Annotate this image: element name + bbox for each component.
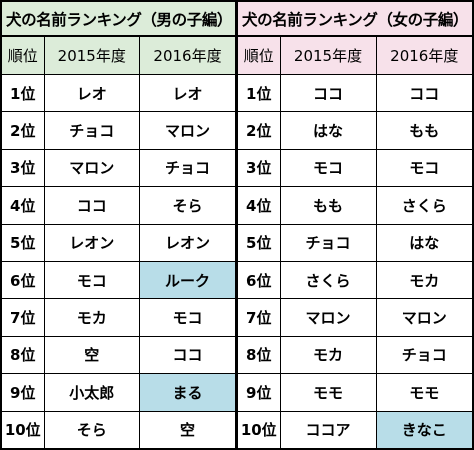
table-row: 3位 マロン チョコ bbox=[2, 148, 235, 188]
table-row: 7位 マロン マロン bbox=[238, 298, 472, 337]
name-2016-cell: そら bbox=[139, 186, 235, 225]
name-2016-cell: チョコ bbox=[375, 335, 472, 375]
name-2016-cell: レオン bbox=[139, 223, 235, 262]
rank-cell: 6位 bbox=[2, 260, 45, 300]
rank-cell: 8位 bbox=[2, 335, 45, 375]
name-2015-cell: もも bbox=[279, 186, 377, 225]
name-2016-cell: マロン bbox=[375, 298, 472, 337]
table-row: 3位 モコ モコ bbox=[238, 148, 472, 188]
name-2015-cell: モカ bbox=[43, 298, 140, 337]
rank-cell: 6位 bbox=[238, 260, 281, 300]
rank-cell: 1位 bbox=[238, 73, 281, 113]
rank-cell: 2位 bbox=[238, 111, 281, 150]
table-row: 5位 レオン レオン bbox=[2, 223, 235, 262]
table-row: 1位 ココ ココ bbox=[238, 73, 472, 113]
table-row: 5位 チョコ はな bbox=[238, 223, 472, 262]
header-2015: 2015年度 bbox=[279, 37, 377, 75]
name-2015-cell: ココ bbox=[43, 186, 140, 225]
name-2016-cell: モコ bbox=[139, 298, 235, 337]
table-row: 7位 モカ モコ bbox=[2, 298, 235, 337]
name-2016-cell: チョコ bbox=[139, 148, 235, 188]
name-2015-cell: そら bbox=[43, 410, 140, 448]
name-2016-cell: モカ bbox=[375, 260, 472, 300]
name-2015-cell: モコ bbox=[279, 148, 377, 188]
header-2015: 2015年度 bbox=[43, 37, 140, 75]
table-row: 6位 さくら モカ bbox=[238, 260, 472, 300]
name-2015-cell: チョコ bbox=[43, 111, 140, 150]
rank-cell: 7位 bbox=[238, 298, 281, 337]
name-2015-cell: チョコ bbox=[279, 223, 377, 262]
rank-cell: 9位 bbox=[238, 373, 281, 412]
name-2016-cell: 空 bbox=[139, 410, 235, 448]
table-row: 8位 モカ チョコ bbox=[238, 335, 472, 375]
new-entry-cell: きなこ bbox=[375, 410, 472, 448]
table-row: 2位 チョコ マロン bbox=[2, 111, 235, 150]
name-2015-cell: レオン bbox=[43, 223, 140, 262]
name-2016-cell: もも bbox=[375, 111, 472, 150]
table-row: 1位 レオ レオ bbox=[2, 73, 235, 113]
header-2016: 2016年度 bbox=[375, 37, 472, 75]
table-row: 10位 そら 空 bbox=[2, 410, 235, 448]
table-header-row: 順位 2015年度 2016年度 bbox=[238, 37, 472, 75]
rank-cell: 4位 bbox=[238, 186, 281, 225]
boys-ranking-title: 犬の名前ランキング（男の子編） bbox=[2, 2, 235, 37]
table-row: 8位 空 ココ bbox=[2, 335, 235, 375]
name-2016-cell: はな bbox=[375, 223, 472, 262]
name-2015-cell: レオ bbox=[43, 73, 140, 113]
name-2015-cell: マロン bbox=[279, 298, 377, 337]
rank-cell: 3位 bbox=[2, 148, 45, 188]
rank-cell: 4位 bbox=[2, 186, 45, 225]
header-rank: 順位 bbox=[238, 37, 281, 75]
header-rank: 順位 bbox=[2, 37, 45, 75]
boys-ranking-table: 順位 2015年度 2016年度 1位 レオ レオ 2位 チョコ マロン 3位 bbox=[2, 37, 235, 448]
rank-cell: 8位 bbox=[238, 335, 281, 375]
new-entry-cell: まる bbox=[139, 373, 235, 412]
name-2016-cell: ココ bbox=[139, 335, 235, 375]
name-2016-cell: モモ bbox=[375, 373, 472, 412]
table-row: 4位 ココ そら bbox=[2, 186, 235, 225]
rank-cell: 9位 bbox=[2, 373, 45, 412]
girls-ranking-title: 犬の名前ランキング（女の子編） bbox=[238, 2, 472, 37]
name-2016-cell: ココ bbox=[375, 73, 472, 113]
table-row: 6位 モコ ルーク bbox=[2, 260, 235, 300]
name-2015-cell: モコ bbox=[43, 260, 140, 300]
rank-cell: 1位 bbox=[2, 73, 45, 113]
header-2016: 2016年度 bbox=[139, 37, 235, 75]
name-2015-cell: モモ bbox=[279, 373, 377, 412]
name-2015-cell: ココア bbox=[279, 410, 377, 448]
rank-cell: 5位 bbox=[2, 223, 45, 262]
rank-cell: 3位 bbox=[238, 148, 281, 188]
rank-cell: 10位 bbox=[238, 410, 281, 448]
name-2015-cell: 小太郎 bbox=[43, 373, 140, 412]
name-2015-cell: さくら bbox=[279, 260, 377, 300]
boys-ranking-panel: 犬の名前ランキング（男の子編） 順位 2015年度 2016年度 1位 レオ レ… bbox=[0, 0, 237, 450]
table-row: 2位 はな もも bbox=[238, 111, 472, 150]
name-2015-cell: 空 bbox=[43, 335, 140, 375]
name-2016-cell: さくら bbox=[375, 186, 472, 225]
new-entry-cell: ルーク bbox=[139, 260, 235, 300]
table-row: 4位 もも さくら bbox=[238, 186, 472, 225]
name-2016-cell: マロン bbox=[139, 111, 235, 150]
table-row: 9位 モモ モモ bbox=[238, 373, 472, 412]
rank-cell: 10位 bbox=[2, 410, 45, 448]
girls-ranking-table: 順位 2015年度 2016年度 1位 ココ ココ 2位 はな もも 3位 bbox=[238, 37, 472, 448]
name-2016-cell: モコ bbox=[375, 148, 472, 188]
name-2015-cell: ココ bbox=[279, 73, 377, 113]
name-2015-cell: マロン bbox=[43, 148, 140, 188]
name-2015-cell: はな bbox=[279, 111, 377, 150]
name-2016-cell: レオ bbox=[139, 73, 235, 113]
table-header-row: 順位 2015年度 2016年度 bbox=[2, 37, 235, 75]
girls-ranking-panel: 犬の名前ランキング（女の子編） 順位 2015年度 2016年度 1位 ココ コ… bbox=[237, 0, 474, 450]
rank-cell: 2位 bbox=[2, 111, 45, 150]
rank-cell: 7位 bbox=[2, 298, 45, 337]
table-row: 10位 ココア きなこ bbox=[238, 410, 472, 448]
name-2015-cell: モカ bbox=[279, 335, 377, 375]
rank-cell: 5位 bbox=[238, 223, 281, 262]
table-row: 9位 小太郎 まる bbox=[2, 373, 235, 412]
